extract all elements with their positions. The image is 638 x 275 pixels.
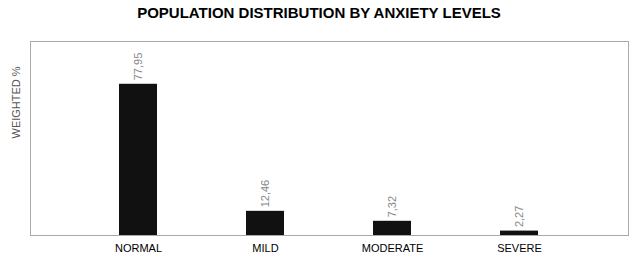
svg-text:12,46: 12,46 (259, 180, 271, 208)
svg-text:2,27: 2,27 (513, 206, 525, 227)
html-text:POPULATION DISTRIBUTION BY ANX: POPULATION DISTRIBUTION BY ANXIETY LEVEL… (137, 4, 501, 21)
svg-text:WEIGHTED %: WEIGHTED % (10, 66, 22, 138)
svg-text:SEVERE: SEVERE (497, 242, 542, 254)
svg-text:77,95: 77,95 (132, 53, 144, 81)
svg-text:MILD: MILD (252, 242, 278, 254)
svg-text:7,32: 7,32 (386, 196, 398, 217)
svg-text:MODERATE: MODERATE (362, 242, 424, 254)
svg-text:NORMAL: NORMAL (115, 242, 162, 254)
